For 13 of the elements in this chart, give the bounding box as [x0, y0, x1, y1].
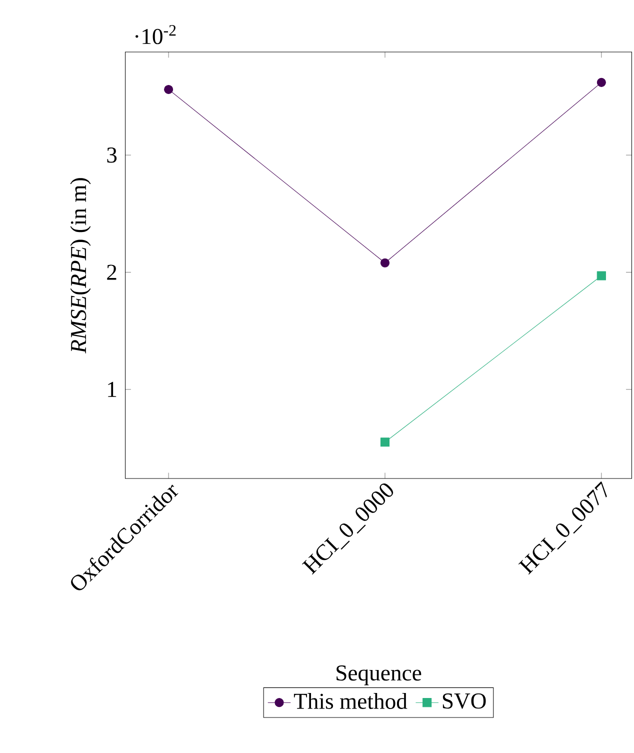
legend-label: SVO	[442, 693, 486, 709]
y-tick-label: 1	[108, 382, 116, 397]
text: ·10$^{-2}$	[135, 25, 176, 44]
y-tick-label: 3	[107, 147, 116, 163]
point	[596, 271, 606, 280]
point	[380, 258, 390, 268]
x-axis-title: Sequence	[336, 665, 421, 686]
point	[164, 84, 173, 94]
point	[380, 438, 390, 447]
point	[596, 78, 606, 87]
y-tick-label: 2	[106, 264, 116, 280]
legend-label: This method	[294, 693, 408, 709]
y-axis-title: RMSE(RPE) (in m)	[70, 178, 91, 354]
